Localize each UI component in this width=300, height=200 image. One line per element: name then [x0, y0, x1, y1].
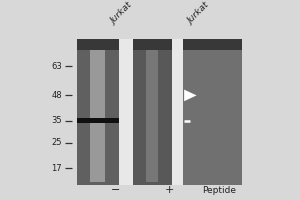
- Text: 17: 17: [52, 164, 62, 173]
- Bar: [76, 118, 119, 123]
- Bar: [76, 39, 119, 185]
- Bar: [90, 43, 106, 182]
- Bar: [133, 39, 172, 50]
- Text: Jurkat: Jurkat: [110, 1, 134, 26]
- Bar: [146, 43, 158, 182]
- Bar: [183, 39, 242, 185]
- Bar: [76, 39, 242, 185]
- Text: −: −: [111, 185, 120, 195]
- Bar: [76, 39, 119, 50]
- Text: Peptide: Peptide: [202, 186, 236, 195]
- Bar: [119, 39, 133, 185]
- Text: Jurkat: Jurkat: [186, 1, 211, 26]
- Text: 35: 35: [52, 116, 62, 125]
- Bar: [172, 39, 183, 185]
- Text: 63: 63: [51, 62, 62, 71]
- Bar: [133, 39, 172, 185]
- Bar: [183, 39, 242, 50]
- Text: 25: 25: [52, 138, 62, 147]
- Text: +: +: [165, 185, 174, 195]
- Text: 48: 48: [52, 91, 62, 100]
- Polygon shape: [184, 90, 196, 101]
